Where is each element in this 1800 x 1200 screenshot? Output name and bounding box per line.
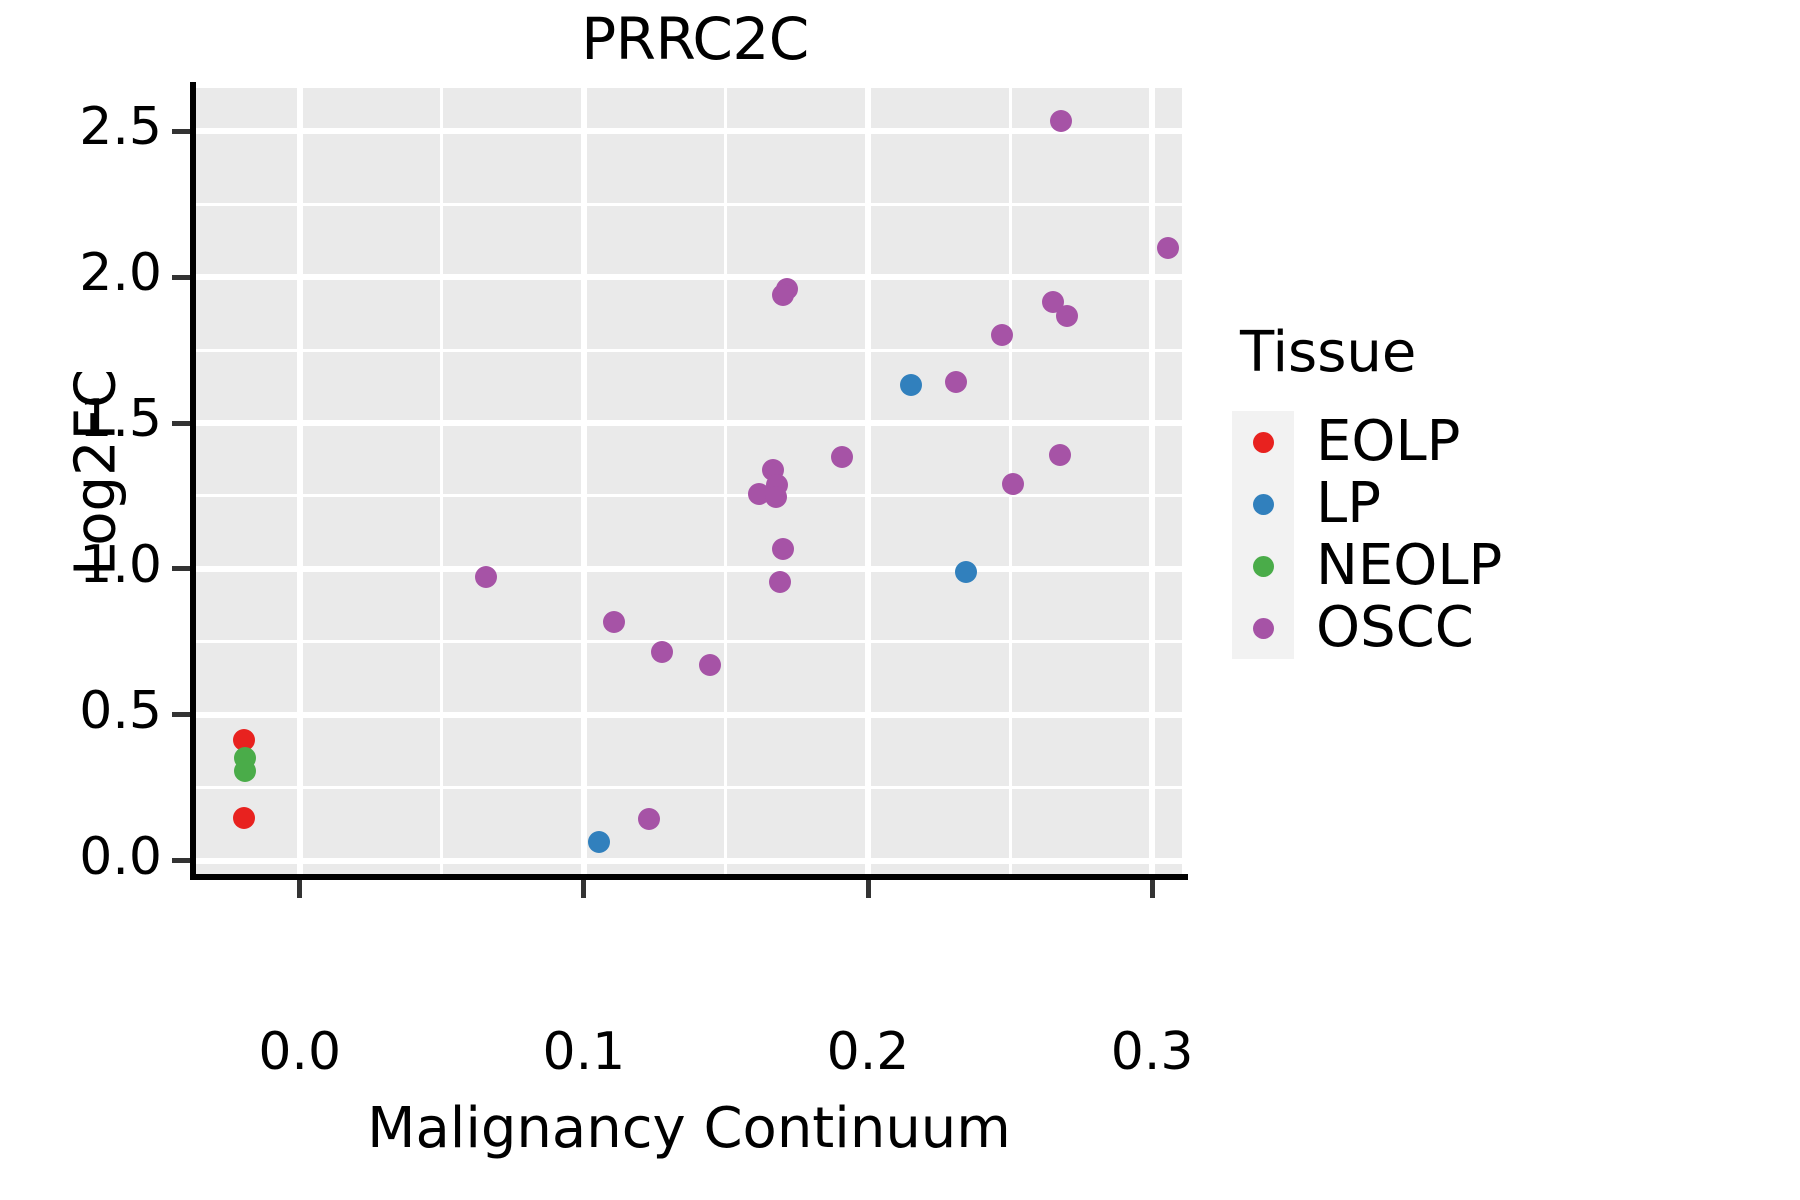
y-tick-label: 0.0 bbox=[79, 826, 162, 887]
data-point bbox=[1156, 237, 1179, 260]
legend-key-swatch bbox=[1232, 597, 1294, 659]
x-axis-label: Malignancy Continuum bbox=[367, 1096, 1011, 1161]
data-point bbox=[233, 807, 256, 830]
x-tick-mark bbox=[1149, 880, 1155, 898]
x-axis-line bbox=[190, 874, 1188, 880]
y-tick-mark bbox=[172, 420, 190, 426]
legend-key-swatch bbox=[1232, 411, 1294, 473]
gridline-minor-horizontal bbox=[196, 202, 1182, 206]
data-point bbox=[1050, 109, 1073, 132]
y-axis-line bbox=[190, 82, 196, 880]
data-point bbox=[764, 485, 787, 508]
legend-key-swatch bbox=[1232, 535, 1294, 597]
y-tick-mark bbox=[172, 858, 190, 864]
legend-dot-icon bbox=[1252, 493, 1274, 515]
data-point bbox=[233, 729, 256, 752]
data-point bbox=[651, 641, 673, 664]
data-point bbox=[899, 374, 922, 397]
y-tick-mark bbox=[172, 566, 190, 572]
data-point bbox=[831, 446, 854, 469]
legend-item-label: EOLP bbox=[1316, 409, 1461, 474]
legend-item-neolp[interactable]: NEOLP bbox=[1232, 535, 1502, 597]
page-title: PRRC2C bbox=[581, 5, 809, 73]
x-tick-label: 0.3 bbox=[1110, 1022, 1194, 1082]
data-point bbox=[747, 482, 770, 505]
x-tick-label: 0.2 bbox=[826, 1022, 910, 1082]
data-point bbox=[588, 830, 611, 853]
legend-item-lp[interactable]: LP bbox=[1232, 473, 1502, 535]
legend-item-label: OSCC bbox=[1316, 595, 1474, 660]
y-tick-label: 1.5 bbox=[79, 389, 162, 449]
data-point bbox=[1055, 305, 1078, 328]
y-axis-label: Log2FC bbox=[63, 369, 129, 576]
data-point bbox=[955, 561, 978, 584]
x-tick-mark bbox=[581, 880, 587, 898]
data-point bbox=[474, 566, 497, 589]
data-point bbox=[1048, 443, 1071, 466]
legend: Tissue EOLP LP NEOLP OSCC bbox=[1232, 320, 1502, 659]
gridline-major-horizontal bbox=[196, 857, 1182, 864]
y-tick-mark bbox=[172, 274, 190, 280]
gridline-minor-horizontal bbox=[196, 786, 1182, 790]
y-tick-mark bbox=[172, 712, 190, 718]
data-point bbox=[771, 284, 794, 307]
gridline-minor-horizontal bbox=[196, 640, 1182, 644]
x-tick-label: 0.0 bbox=[258, 1022, 342, 1082]
data-point bbox=[768, 571, 791, 594]
legend-item-label: NEOLP bbox=[1316, 533, 1503, 598]
legend-item-eolp[interactable]: EOLP bbox=[1232, 411, 1502, 473]
gridline-major-horizontal bbox=[196, 274, 1182, 281]
gridline-minor-vertical bbox=[440, 88, 444, 874]
data-point bbox=[990, 324, 1013, 347]
gridline-major-vertical bbox=[580, 88, 587, 874]
gridline-minor-horizontal bbox=[196, 494, 1182, 498]
y-tick-mark bbox=[172, 128, 190, 134]
data-point bbox=[699, 653, 722, 676]
x-tick-mark bbox=[865, 880, 871, 898]
gridline-major-vertical bbox=[865, 88, 871, 874]
data-point bbox=[945, 371, 968, 394]
legend-item-label: LP bbox=[1316, 471, 1381, 536]
x-tick-mark bbox=[297, 880, 303, 898]
legend-key-swatch bbox=[1232, 473, 1294, 535]
gridline-major-vertical bbox=[296, 88, 303, 874]
gridline-minor-horizontal bbox=[196, 348, 1182, 352]
gridline-minor-vertical bbox=[724, 88, 728, 874]
y-tick-label: 0.5 bbox=[79, 680, 162, 741]
gridline-major-vertical bbox=[1149, 88, 1156, 874]
y-tick-label: 2.0 bbox=[79, 243, 162, 304]
gridline-major-horizontal bbox=[196, 128, 1182, 135]
legend-title: Tissue bbox=[1240, 320, 1417, 385]
legend-dot-icon bbox=[1252, 555, 1274, 577]
legend-items: EOLP LP NEOLP OSCC bbox=[1232, 411, 1502, 659]
data-point bbox=[771, 538, 794, 561]
data-point bbox=[1001, 472, 1024, 495]
x-tick-label: 0.1 bbox=[542, 1022, 626, 1082]
legend-dot-icon bbox=[1252, 617, 1274, 639]
data-point bbox=[234, 759, 257, 782]
data-point bbox=[602, 611, 625, 634]
gridline-major-horizontal bbox=[196, 711, 1182, 718]
y-tick-label: 2.5 bbox=[79, 97, 162, 158]
gridline-major-horizontal bbox=[196, 420, 1182, 426]
plot-panel bbox=[196, 88, 1182, 874]
data-point bbox=[638, 808, 661, 831]
legend-dot-icon bbox=[1252, 431, 1274, 453]
y-tick-label: 1.0 bbox=[79, 534, 162, 595]
legend-item-oscc[interactable]: OSCC bbox=[1232, 597, 1502, 659]
gridline-major-horizontal bbox=[196, 565, 1182, 572]
